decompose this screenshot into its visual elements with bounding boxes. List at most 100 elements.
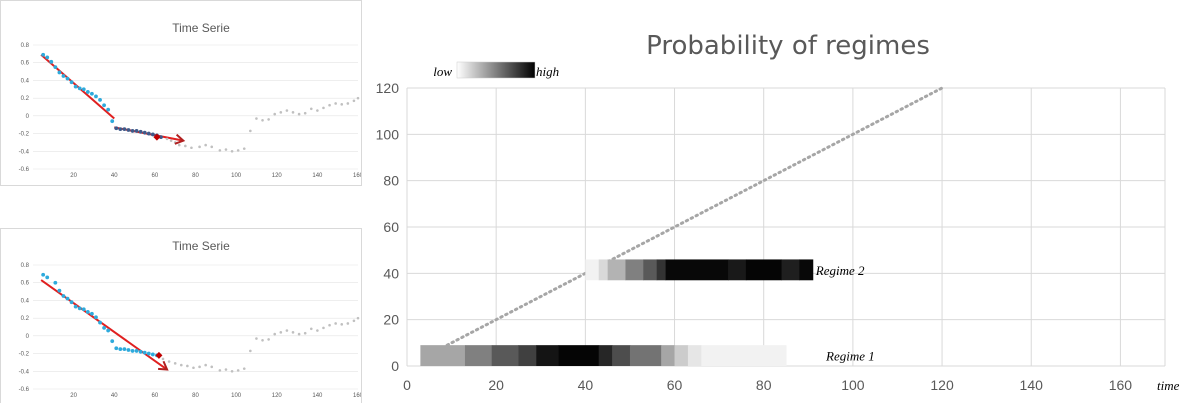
data-point (69, 80, 74, 85)
regime-probability-cell (598, 345, 613, 366)
data-point (138, 349, 143, 354)
data-point (285, 329, 289, 332)
data-point (279, 111, 283, 114)
data-point (134, 129, 139, 133)
regime-probability-cell (558, 345, 600, 366)
data-point (346, 322, 350, 325)
y-tick-label: -0.6 (19, 167, 30, 173)
data-point (309, 107, 313, 111)
x-tick-label: 20 (70, 393, 77, 399)
data-point (161, 357, 165, 361)
data-point (85, 90, 90, 94)
time-serie-plot-bottom: Time Serie 0.8 0.6 0.4 0.2 0 -0.2 -0.4 -0.6 20 40… (19, 239, 361, 399)
data-point (65, 296, 70, 301)
forecast-marker (153, 133, 161, 141)
legend-low-label: low (433, 64, 452, 79)
data-point (114, 126, 119, 131)
data-point (291, 331, 295, 334)
time-serie-chart-top: Time Serie 0.8 0.6 0.4 0.2 0 -0.2 -0.4 -0.6 20 40… (0, 0, 362, 186)
regime-probability-cell (612, 345, 631, 366)
y-tick-label: 0 (391, 358, 399, 374)
data-point (49, 59, 54, 64)
regime-probability-cell (625, 259, 644, 281)
data-point (210, 145, 214, 149)
trend-arrowhead (158, 360, 169, 371)
data-point (118, 127, 123, 132)
regime-probability-cell (607, 259, 626, 281)
chart-title: Time Serie (172, 21, 230, 35)
data-point (81, 307, 86, 312)
data-point (126, 348, 131, 352)
data-point (114, 346, 119, 351)
data-point (255, 337, 258, 340)
data-point (204, 363, 207, 367)
data-point (61, 294, 66, 298)
data-point (65, 76, 70, 81)
regime-probability-cell (629, 345, 662, 366)
data-point (146, 351, 151, 356)
regime-probability-cell (420, 345, 466, 366)
data-point (192, 366, 195, 370)
y-tick-label: -0.6 (19, 387, 30, 393)
data-point (242, 367, 246, 370)
regime-probability-cell (701, 345, 787, 366)
regime-probability-cell (491, 345, 519, 366)
y-tick-label: 20 (383, 312, 399, 328)
data-point (224, 368, 228, 371)
legend-high-label: high (536, 64, 559, 79)
data-point (279, 331, 283, 334)
data-point (309, 327, 313, 331)
data-point (169, 139, 173, 142)
data-point (236, 369, 240, 372)
x-tick-label: 100 (231, 393, 242, 399)
data-point (273, 332, 277, 336)
probability-of-regimes-plot: Probability of regimes low high 0 20 40 60 8… (376, 31, 1180, 393)
data-point (352, 99, 356, 103)
y-tick-label: 40 (383, 265, 399, 281)
y-tick-label: -0.4 (19, 149, 30, 155)
data-point (102, 325, 106, 330)
y-tick-label: 100 (376, 126, 400, 142)
x-tick-label: 40 (111, 393, 118, 399)
regime-probability-cell (598, 259, 609, 281)
data-point (255, 117, 258, 120)
data-point (77, 86, 82, 91)
x-tick-label: 60 (152, 393, 159, 399)
data-point (122, 127, 127, 132)
data-point (322, 106, 325, 110)
y-tick-label: 0 (26, 334, 30, 340)
data-point (346, 102, 350, 105)
data-point (98, 98, 102, 102)
data-point (236, 149, 240, 152)
data-point (150, 132, 155, 137)
data-point (106, 328, 111, 333)
regime-probability-cell (661, 345, 676, 366)
regime-probability-cell (799, 259, 814, 281)
regime-probability-cell (643, 259, 658, 281)
data-point (273, 112, 277, 116)
data-point (356, 96, 360, 100)
data-point (106, 107, 111, 112)
data-point (198, 365, 201, 369)
chart-title: Time Serie (172, 239, 230, 253)
data-point (150, 352, 155, 357)
data-point (328, 103, 331, 107)
trend-line (40, 279, 168, 371)
data-point (94, 315, 98, 320)
regime-probability-cell (674, 345, 689, 366)
data-point (230, 369, 234, 373)
x-tick-label: 0 (403, 377, 411, 393)
data-point (249, 349, 252, 353)
data-point (41, 272, 46, 277)
data-point (210, 365, 214, 369)
x-tick-label: 120 (272, 393, 283, 399)
regime-probability-cell (518, 345, 537, 366)
regime-probability-cell (745, 259, 783, 281)
data-point (165, 137, 169, 141)
data-point (130, 349, 135, 353)
x-tick-label: 40 (578, 377, 594, 393)
data-point (218, 149, 222, 152)
data-point (77, 306, 82, 311)
data-point (261, 338, 264, 342)
x-tick-label: 20 (488, 377, 504, 393)
